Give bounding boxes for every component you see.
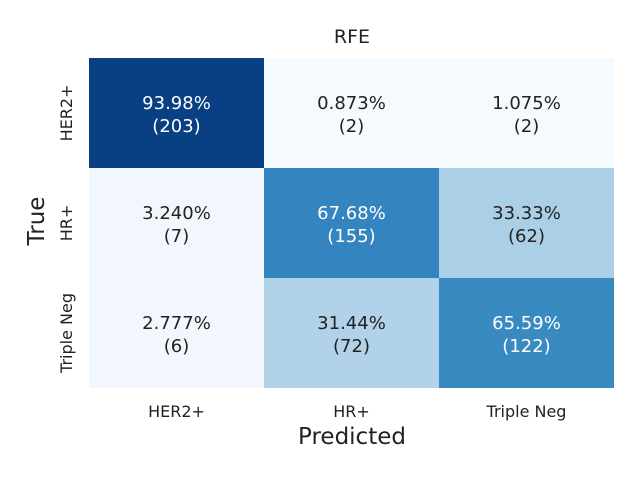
- x-tick-label-1: HR+: [333, 402, 370, 421]
- cell-percent-label-r0-c0: 93.98%: [142, 93, 211, 114]
- x-tick-label-0: HER2+: [148, 402, 205, 421]
- cell-count-label-r0-c2: (2): [514, 116, 540, 137]
- x-tick-label-2: Triple Neg: [486, 402, 567, 421]
- cell-count-label-r2-c2: (122): [502, 336, 550, 357]
- heatmap-cell-r1-c2: [439, 168, 614, 278]
- cell-percent-label-r1-c2: 33.33%: [492, 203, 561, 224]
- cell-percent-label-r0-c1: 0.873%: [317, 93, 386, 114]
- cell-count-label-r0-c0: (203): [152, 116, 200, 137]
- chart-title: RFE: [334, 26, 370, 48]
- heatmap-cell-r1-c0: [89, 168, 264, 278]
- cell-count-label-r2-c1: (72): [333, 336, 370, 357]
- y-tick-label-1: HR+: [57, 205, 76, 242]
- cell-percent-label-r1-c1: 67.68%: [317, 203, 386, 224]
- y-axis-label: True: [24, 197, 50, 247]
- heatmap-cells: [89, 58, 614, 388]
- x-tick-labels: HER2+ HR+ Triple Neg: [148, 402, 566, 421]
- heatmap-cell-r2-c1: [264, 278, 439, 388]
- cell-count-label-r0-c1: (2): [339, 116, 365, 137]
- heatmap-cell-r2-c2: [439, 278, 614, 388]
- y-tick-label-2: Triple Neg: [57, 293, 76, 374]
- heatmap-cell-r0-c1: [264, 58, 439, 168]
- cell-count-label-r2-c0: (6): [164, 336, 190, 357]
- y-tick-labels: HER2+ HR+ Triple Neg: [57, 85, 76, 374]
- cell-percent-label-r2-c2: 65.59%: [492, 313, 561, 334]
- x-axis-label: Predicted: [298, 424, 406, 450]
- y-tick-label-0: HER2+: [57, 85, 76, 142]
- cell-percent-label-r2-c1: 31.44%: [317, 313, 386, 334]
- cell-percent-label-r0-c2: 1.075%: [492, 93, 561, 114]
- cell-count-label-r1-c1: (155): [327, 226, 375, 247]
- cell-labels: 93.98%(203)0.873%(2)1.075%(2)3.240%(7)67…: [142, 93, 561, 357]
- heatmap-cell-r2-c0: [89, 278, 264, 388]
- cell-percent-label-r2-c0: 2.777%: [142, 313, 211, 334]
- cell-count-label-r1-c0: (7): [164, 226, 190, 247]
- cell-count-label-r1-c2: (62): [508, 226, 545, 247]
- cell-percent-label-r1-c0: 3.240%: [142, 203, 211, 224]
- heatmap-cell-r0-c0: [89, 58, 264, 168]
- heatmap-cell-r0-c2: [439, 58, 614, 168]
- heatmap-cell-r1-c1: [264, 168, 439, 278]
